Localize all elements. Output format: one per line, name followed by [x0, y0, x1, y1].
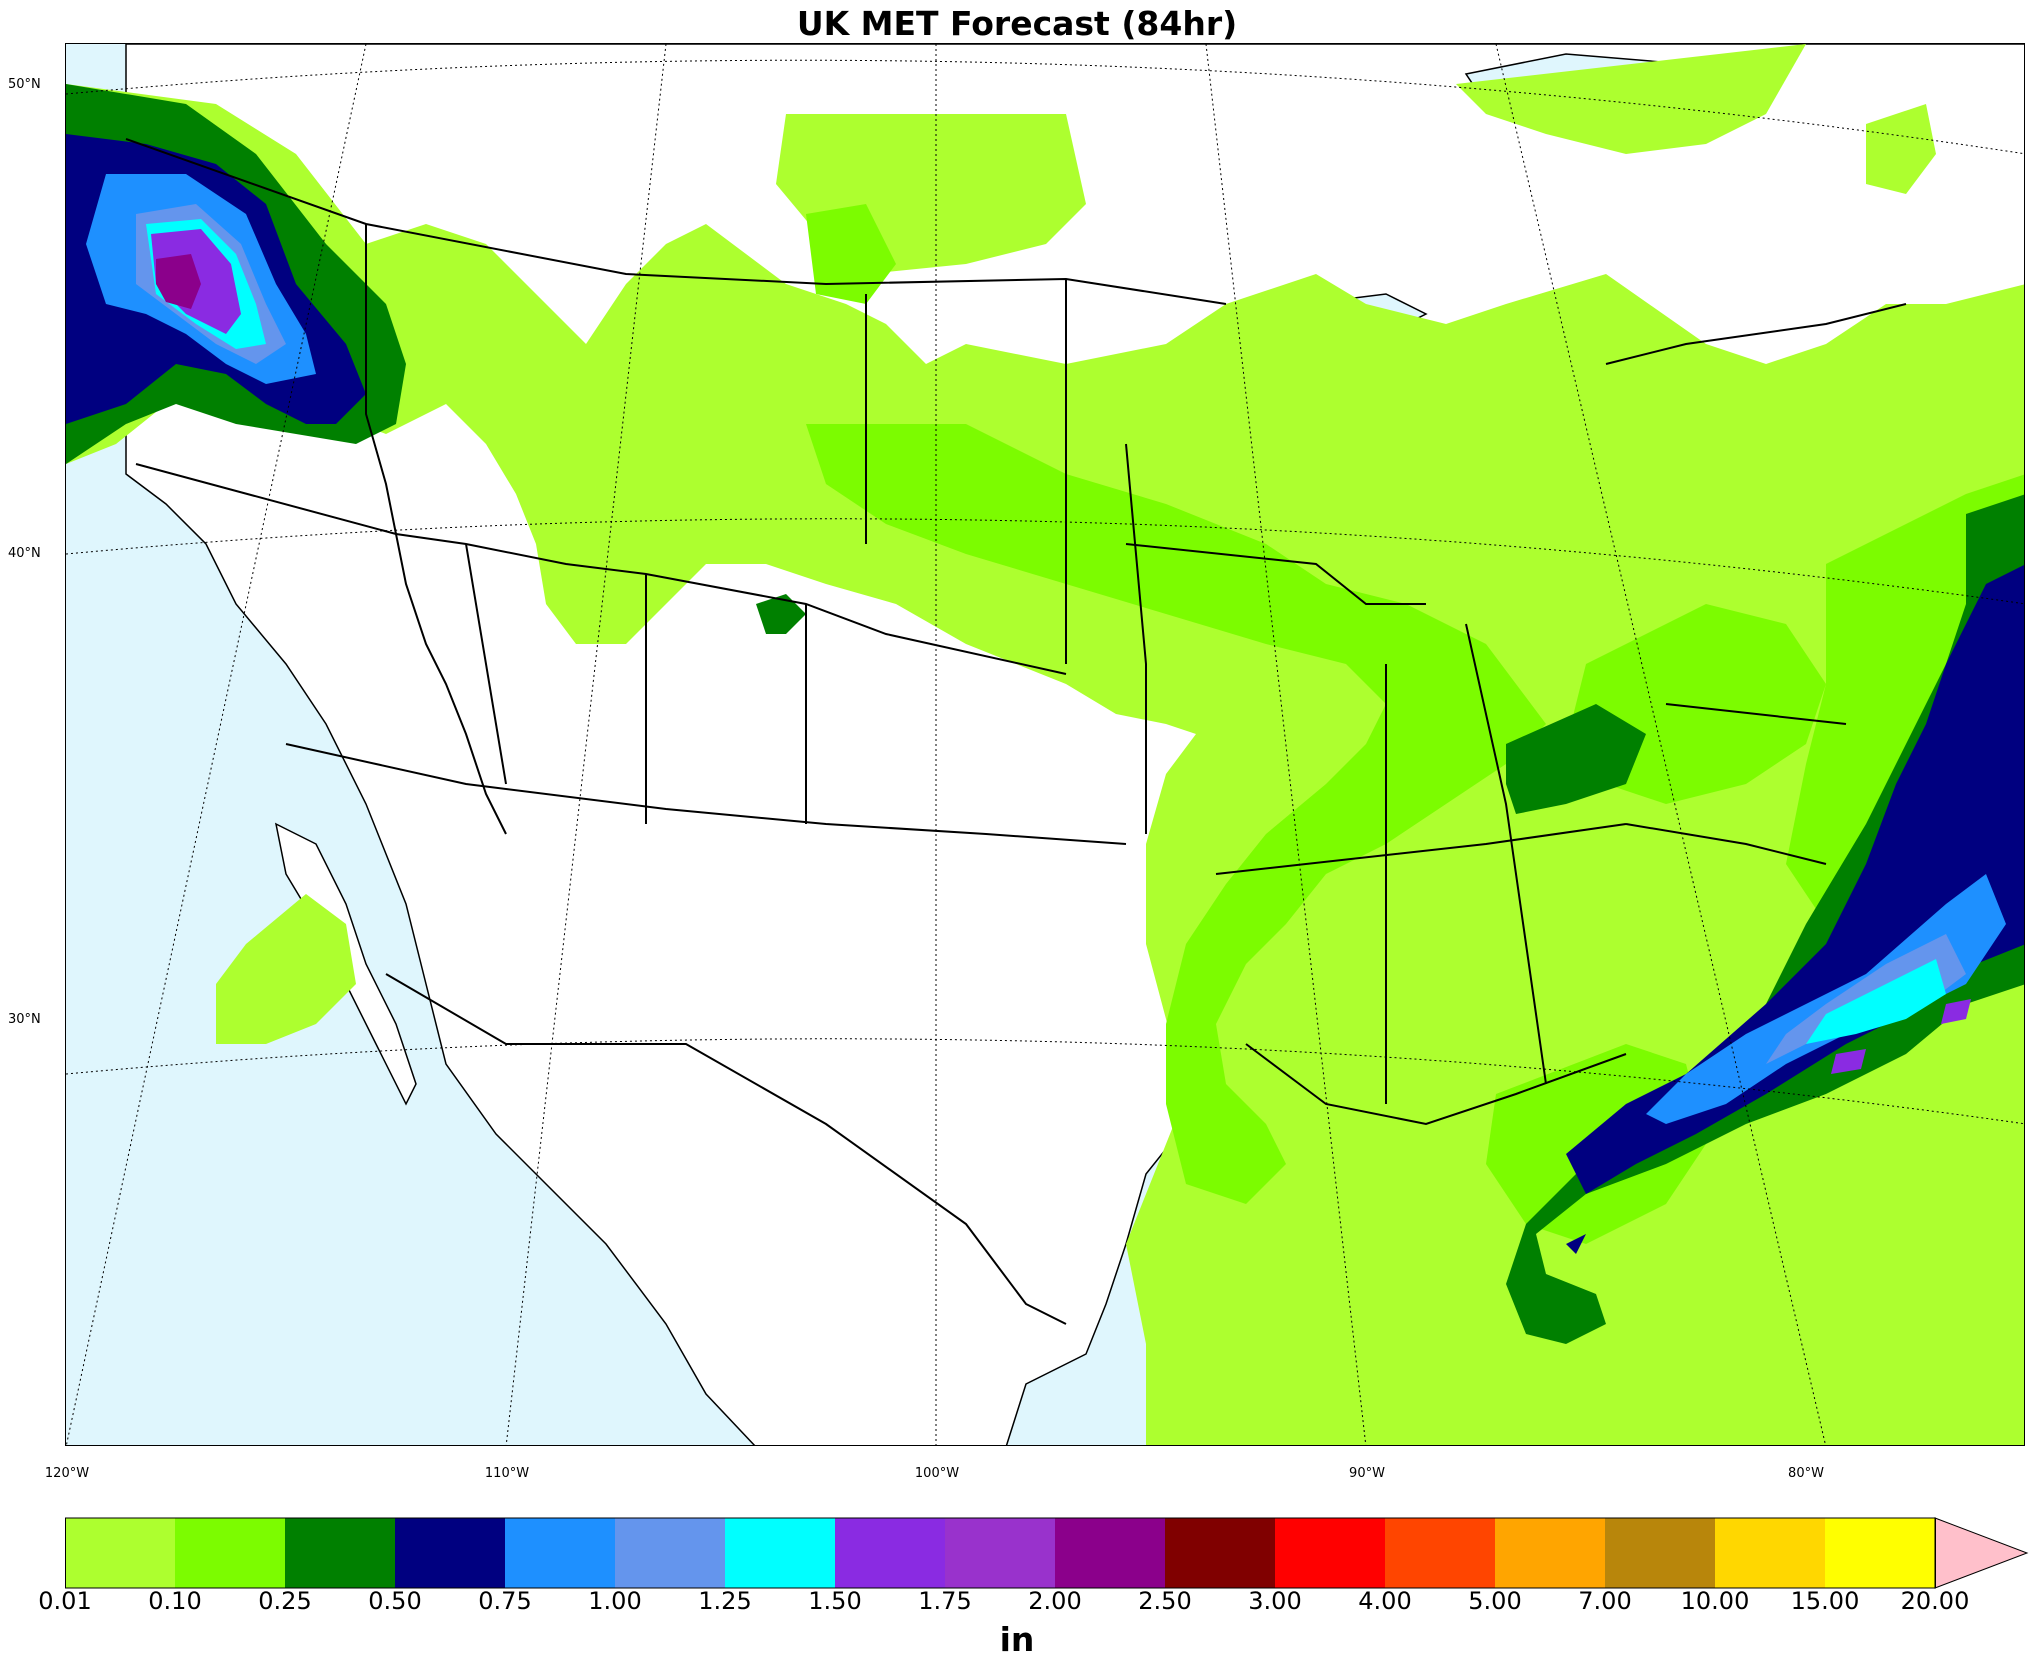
precip-2.00 — [156, 254, 201, 309]
map-title: UK MET Forecast (84hr) — [796, 4, 1238, 43]
colorbar-tick-label: 2.00 — [1028, 1587, 1082, 1615]
colorbar-segment — [1825, 1518, 1935, 1588]
colorbar-segment — [175, 1518, 285, 1588]
colorbar-segment — [945, 1518, 1055, 1588]
colorbar — [65, 1517, 2029, 1589]
colorbar-segment — [615, 1518, 725, 1588]
precip-0.10 — [806, 204, 2024, 1244]
colorbar-outline — [65, 1517, 1936, 1589]
colorbar-tick-label: 7.00 — [1578, 1587, 1632, 1615]
lon-label-100w: 100°W — [914, 1466, 960, 1481]
colorbar-tick-label: 0.10 — [148, 1587, 202, 1615]
colorbar-tick-label: 0.75 — [478, 1587, 532, 1615]
lon-label-80w: 80°W — [1788, 1466, 1824, 1481]
colorbar-tick-label: 0.01 — [38, 1587, 92, 1615]
lat-label-50n: 50°N — [8, 77, 41, 92]
political-borders — [125, 138, 1907, 1325]
colorbar-segment — [725, 1518, 835, 1588]
colorbar-tick-label: 1.00 — [588, 1587, 642, 1615]
colorbar-tick-label: 4.00 — [1358, 1587, 1412, 1615]
lon-label-90w: 90°W — [1349, 1466, 1385, 1481]
lon-label-110w: 110°W — [484, 1466, 530, 1481]
colorbar-segment — [285, 1518, 395, 1588]
colorbar-tick-label: 5.00 — [1468, 1587, 1522, 1615]
lon-label-120w: 120°W — [44, 1466, 90, 1481]
colorbar-tick-label: 15.00 — [1790, 1587, 1860, 1615]
colorbar-tick-label: 1.25 — [698, 1587, 752, 1615]
colorbar-tick-label: 20.00 — [1900, 1587, 1970, 1615]
colorbar-segment — [1275, 1518, 1385, 1588]
precipitation-map — [66, 44, 2024, 1445]
colorbar-segment — [1605, 1518, 1715, 1588]
colorbar-tick-label: 2.50 — [1138, 1587, 1192, 1615]
map-frame — [65, 43, 2025, 1446]
colorbar-segment — [65, 1518, 175, 1588]
colorbar-segment — [835, 1518, 945, 1588]
colorbar-segment — [1385, 1518, 1495, 1588]
colorbar-segment — [505, 1518, 615, 1588]
colorbar-tick-label: 1.50 — [808, 1587, 862, 1615]
colorbar-segment — [1055, 1518, 1165, 1588]
colorbar-tick-label: 10.00 — [1680, 1587, 1750, 1615]
colorbar-tick-label: 0.50 — [368, 1587, 422, 1615]
colorbar-tick-label: 1.75 — [918, 1587, 972, 1615]
colorbar-segment — [395, 1518, 505, 1588]
colorbar-segment — [1165, 1518, 1275, 1588]
lat-label-40n: 40°N — [8, 546, 41, 561]
colorbar-extend-arrow — [1934, 1517, 2029, 1589]
colorbar-segment — [1495, 1518, 1605, 1588]
colorbar-segment — [1715, 1518, 1825, 1588]
lat-label-30n: 30°N — [8, 1012, 41, 1027]
colorbar-tick-label: 3.00 — [1248, 1587, 1302, 1615]
colorbar-units-label: in — [999, 1620, 1035, 1659]
graticule — [66, 44, 2024, 1445]
colorbar-tick-label: 0.25 — [258, 1587, 312, 1615]
